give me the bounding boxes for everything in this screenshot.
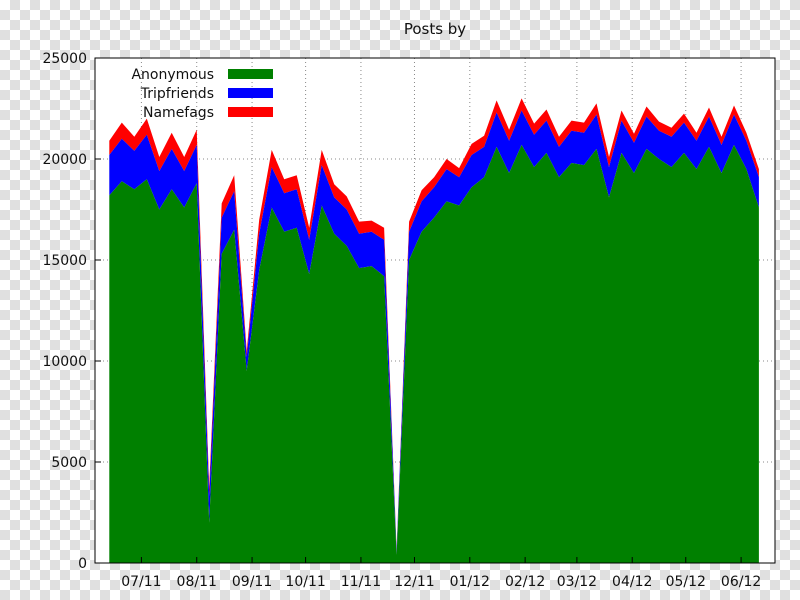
x-tick-label: 12/11 [394, 574, 434, 590]
plot-frame [94, 57, 776, 564]
y-tick-label: 15000 [42, 253, 87, 269]
area-series-group [109, 98, 759, 563]
legend-label-anonymous: Anonymous [131, 67, 214, 83]
y-tick-label: 20000 [42, 152, 87, 168]
chart-title: Posts by [404, 20, 466, 38]
x-tick-label: 11/11 [341, 574, 381, 590]
legend-label-namefags: Namefags [143, 105, 214, 121]
y-tick-label: 5000 [51, 455, 87, 471]
x-tick-label: 08/11 [177, 574, 217, 590]
x-tick-label: 04/12 [612, 574, 652, 590]
area-anonymous [109, 144, 759, 563]
x-tick-label: 03/12 [557, 574, 597, 590]
y-tick-label: 0 [78, 556, 87, 572]
y-tick-label: 10000 [42, 354, 87, 370]
x-tick-label: 09/11 [232, 574, 272, 590]
x-tick-label: 02/12 [505, 574, 545, 590]
x-tick-label: 07/11 [121, 574, 161, 590]
legend-swatch-tripfriends [228, 88, 273, 98]
area-tripfriends [109, 110, 759, 555]
legend-label-tripfriends: Tripfriends [140, 86, 214, 102]
x-tick-label: 06/12 [721, 574, 761, 590]
legend: Anonymous Tripfriends Namefags [131, 67, 273, 121]
legend-swatch-anonymous [228, 69, 273, 79]
x-tick-label: 05/12 [666, 574, 706, 590]
y-tick-label: 25000 [42, 51, 87, 67]
y-axis: 0 5000 10000 15000 20000 25000 [42, 51, 101, 572]
x-tick-label: 01/12 [450, 574, 490, 590]
x-axis: 07/11 08/11 09/11 10/11 11/11 12/11 01/12 02/12… [121, 557, 761, 590]
area-namefags [109, 98, 759, 551]
legend-swatch-namefags [228, 107, 273, 117]
x-tick-label: 10/11 [285, 574, 325, 590]
